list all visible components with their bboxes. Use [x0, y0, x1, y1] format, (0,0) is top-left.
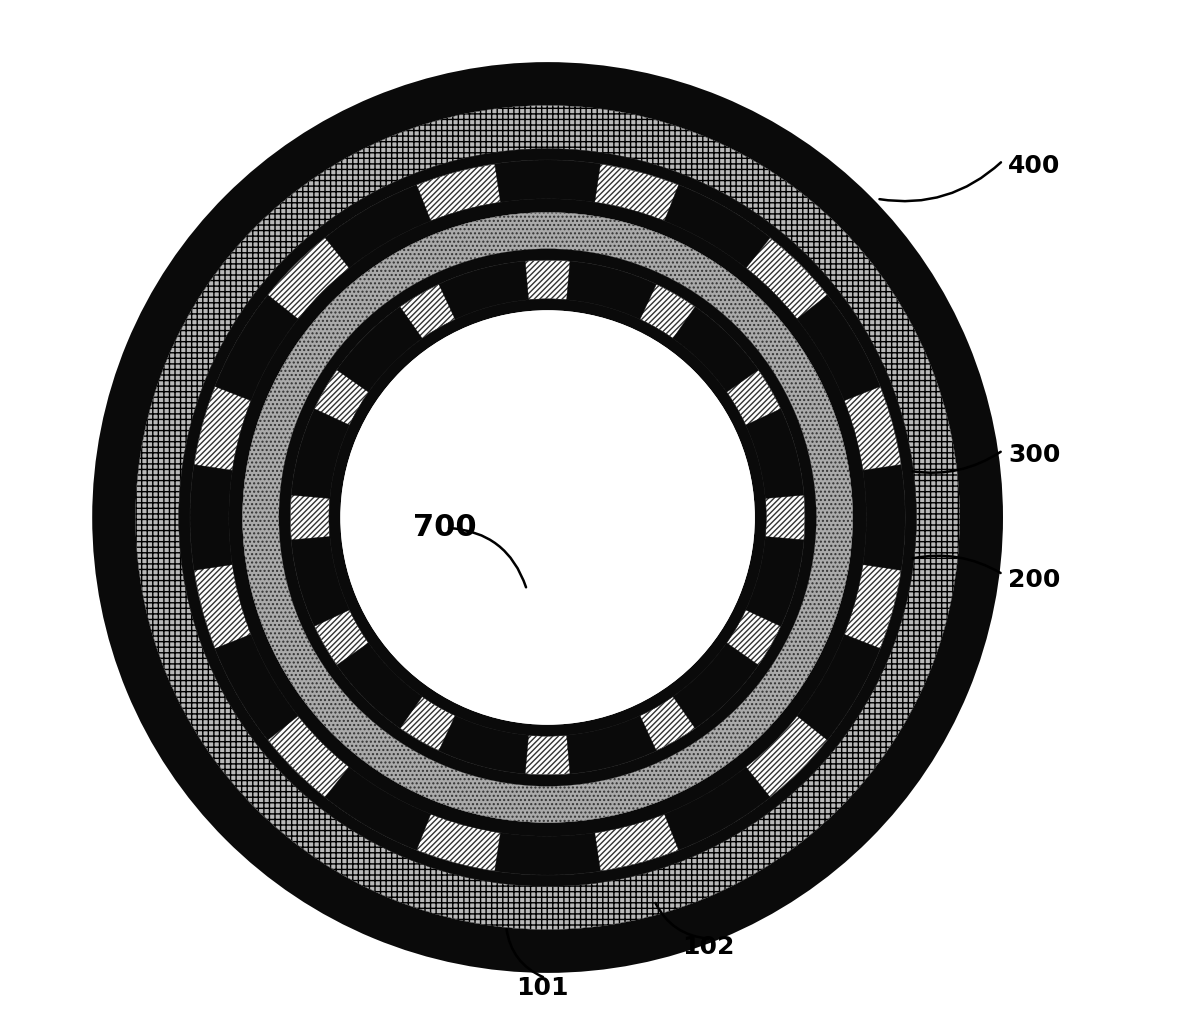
Wedge shape	[135, 106, 960, 929]
Wedge shape	[673, 643, 759, 729]
Wedge shape	[190, 465, 232, 570]
Wedge shape	[862, 465, 905, 570]
Wedge shape	[337, 643, 422, 729]
Wedge shape	[290, 260, 805, 775]
Wedge shape	[190, 160, 905, 875]
Wedge shape	[664, 185, 770, 268]
Text: 102: 102	[682, 935, 735, 959]
Wedge shape	[337, 306, 422, 392]
Wedge shape	[279, 248, 816, 787]
Circle shape	[340, 310, 755, 724]
Wedge shape	[746, 409, 803, 499]
Wedge shape	[798, 295, 880, 401]
Wedge shape	[291, 536, 350, 626]
Wedge shape	[673, 306, 759, 392]
Wedge shape	[92, 62, 1002, 973]
Wedge shape	[135, 106, 960, 929]
Text: 200: 200	[1008, 567, 1060, 592]
Wedge shape	[439, 715, 529, 774]
Wedge shape	[495, 833, 601, 875]
Wedge shape	[798, 634, 880, 740]
Wedge shape	[291, 409, 350, 499]
Text: 700: 700	[413, 513, 477, 542]
Wedge shape	[746, 536, 803, 626]
Text: 101: 101	[516, 976, 569, 1001]
Wedge shape	[325, 767, 431, 850]
Wedge shape	[439, 261, 529, 320]
Wedge shape	[243, 212, 853, 823]
Wedge shape	[495, 160, 601, 202]
Wedge shape	[243, 212, 853, 823]
Wedge shape	[325, 185, 431, 268]
Wedge shape	[216, 295, 298, 401]
Wedge shape	[567, 261, 656, 320]
Wedge shape	[664, 767, 770, 850]
Wedge shape	[329, 299, 766, 736]
Wedge shape	[229, 199, 866, 836]
Wedge shape	[567, 715, 656, 774]
Wedge shape	[179, 149, 916, 886]
Wedge shape	[216, 634, 298, 740]
Text: 300: 300	[1008, 443, 1060, 468]
Text: 400: 400	[1008, 153, 1060, 178]
